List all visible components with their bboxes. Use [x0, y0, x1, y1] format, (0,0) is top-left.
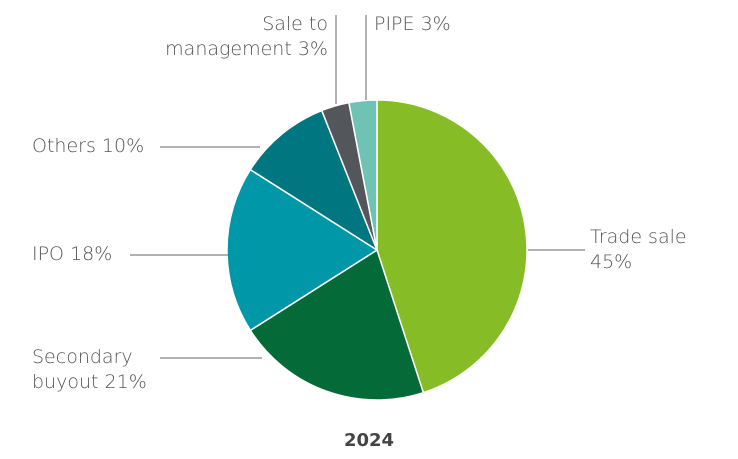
- slice-label: PIPE 3%: [374, 12, 484, 37]
- value-label: 18%: [70, 243, 113, 265]
- value-label: 21%: [104, 371, 147, 393]
- pie-slice: [226, 168, 379, 332]
- pie-slice: [249, 109, 379, 252]
- pie-slice: [376, 99, 528, 394]
- category-label: IPO: [32, 243, 65, 265]
- slice-label: Trade sale 45%: [590, 225, 710, 275]
- slice-label: Sale to management 3%: [150, 12, 328, 62]
- slice-label: IPO 18%: [32, 242, 132, 267]
- slice-label: Others 10%: [32, 134, 162, 159]
- category-label: Sale to management: [165, 13, 328, 60]
- pie-slice: [249, 248, 425, 401]
- chart-title: 2024: [343, 430, 395, 451]
- slice-label: Secondary buyout 21%: [32, 345, 167, 395]
- category-label: PIPE: [374, 13, 415, 35]
- category-label: Trade sale: [590, 226, 687, 248]
- value-label: 45%: [590, 251, 633, 273]
- category-label: Others: [32, 135, 96, 157]
- pie-slice: [348, 99, 378, 251]
- value-label: 3%: [297, 38, 328, 60]
- category-label: Secondary buyout: [32, 346, 133, 393]
- value-label: 3%: [420, 13, 451, 35]
- value-label: 10%: [101, 135, 145, 157]
